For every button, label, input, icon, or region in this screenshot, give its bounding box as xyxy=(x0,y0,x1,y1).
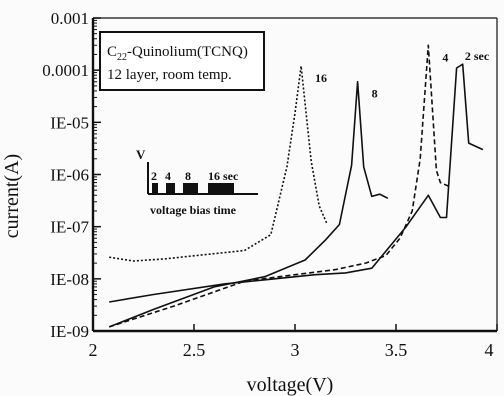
x-tick-label: 4 xyxy=(485,340,494,360)
series-label-2: 8 xyxy=(372,87,378,101)
inset-pulse-label-4: 4 xyxy=(165,169,171,183)
legend-compound-subscript: 22 xyxy=(117,52,127,63)
inset-pulse-8 xyxy=(183,183,198,194)
y-tick-label: IE-09 xyxy=(50,322,89,341)
inset-pulse-label-16: 16 sec xyxy=(208,169,239,183)
legend-compound-suffix: -Quinolium(TCNQ) xyxy=(127,44,248,60)
y-tick-label: IE-07 xyxy=(50,218,89,237)
x-axis: 2 2.5 3 3.5 4 xyxy=(89,324,498,360)
series-line-4 xyxy=(109,63,484,303)
inset-pulse-4 xyxy=(166,183,175,194)
inset-caption: voltage bias time xyxy=(150,203,237,217)
y-tick-label: IE-08 xyxy=(50,270,89,289)
inset-pulse-2 xyxy=(152,183,158,194)
x-tick-label: 2 xyxy=(89,340,98,360)
x-tick-label: 3.5 xyxy=(385,340,408,360)
x-tick-label: 2.5 xyxy=(183,340,206,360)
y-tick-label: 0.001 xyxy=(51,9,89,28)
inset-pulse-label-8: 8 xyxy=(185,169,191,183)
y-axis-label: current(A) xyxy=(1,154,23,238)
x-tick-label: 3 xyxy=(291,340,300,360)
y-tick-label: IE-05 xyxy=(50,113,89,132)
y-axis: 0.001 0.0001 IE-05 IE-06 IE-07 IE-08 IE-09 xyxy=(42,9,101,341)
inset-y-label: V xyxy=(136,147,146,162)
series-label-1: 16 xyxy=(315,71,327,85)
series-label-4: 2 sec xyxy=(465,49,490,63)
legend-box: C22-Quinolium(TCNQ) 12 layer, room temp. xyxy=(99,31,265,91)
legend-line-1: C22-Quinolium(TCNQ) xyxy=(107,44,248,63)
legend-compound-prefix: C xyxy=(107,44,117,60)
legend-line-2: 12 layer, room temp. xyxy=(107,67,232,83)
x-axis-label: voltage(V) xyxy=(247,374,334,396)
y-tick-label: IE-06 xyxy=(50,166,89,185)
series-line-3 xyxy=(108,44,449,328)
series-label-3: 4 xyxy=(442,50,448,64)
series-line-2 xyxy=(108,80,389,328)
inset-bias-diagram: V 2 4 8 16 sec voltage bias time xyxy=(136,147,258,217)
inset-pulse-16 xyxy=(208,183,234,194)
series-line-1 xyxy=(109,65,329,262)
inset-pulse-label-2: 2 xyxy=(151,169,157,183)
legend-box-frame xyxy=(99,31,265,91)
y-tick-label: 0.0001 xyxy=(42,61,89,80)
